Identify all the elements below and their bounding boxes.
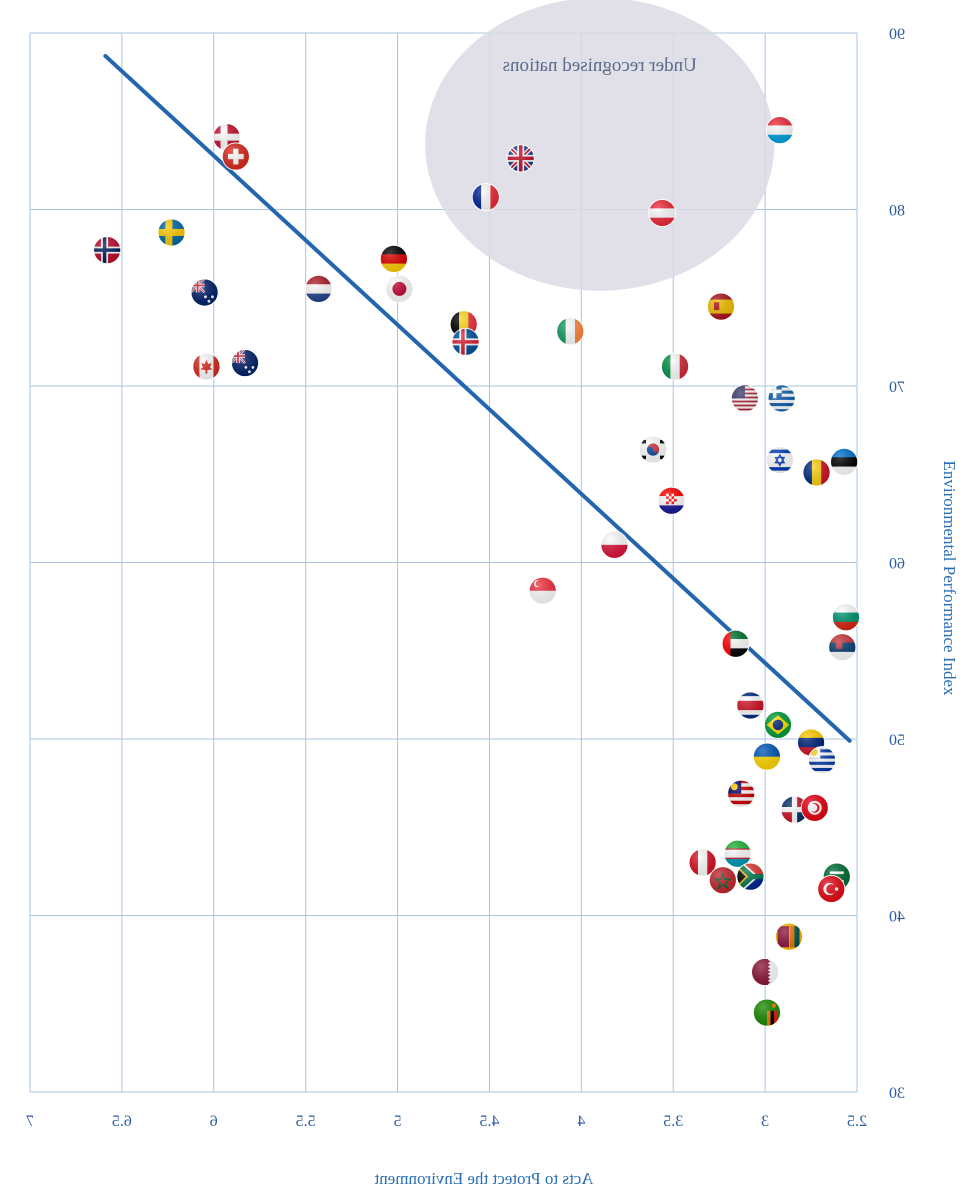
flag-point-brazil — [763, 710, 792, 739]
y-tick-label: 50 — [889, 732, 905, 749]
x-tick-label: 4.5 — [479, 1113, 499, 1130]
x-tick-label: 7 — [26, 1113, 34, 1130]
flag-point-morocco — [708, 866, 737, 895]
y-tick-label: 90 — [889, 26, 905, 43]
annotation-label: Under recognised nations — [503, 55, 697, 76]
flag-point-estonia — [830, 447, 859, 476]
flag-point-sweden — [157, 218, 186, 247]
data-points — [93, 116, 860, 1027]
flag-point-ukraine — [752, 742, 781, 771]
grid — [29, 32, 858, 1093]
annotation-ellipse — [425, 0, 775, 291]
x-tick-label: 6.5 — [112, 1113, 132, 1130]
flag-point-sri-lanka — [775, 922, 804, 951]
flag-point-spain — [707, 292, 736, 321]
x-tick-label: 5 — [394, 1113, 402, 1130]
flag-point-serbia — [828, 633, 857, 662]
flag-point-costa-rica — [736, 691, 765, 720]
flag-point-united-kingdom — [506, 144, 535, 173]
flag-point-austria — [648, 199, 677, 228]
y-tick-label: 40 — [889, 909, 905, 926]
flag-point-italy — [661, 352, 690, 381]
flag-point-switzerland — [221, 142, 250, 171]
flag-point-singapore — [528, 576, 557, 605]
flag-point-new-zealand — [231, 349, 260, 378]
flag-point-canada — [192, 352, 221, 381]
tick-labels: 2.5 3 3.5 4 4.5 5 5.5 6 6.5 7 30 40 50 60 70 80 90 — [26, 26, 905, 1130]
flag-point-croatia — [657, 486, 686, 515]
flag-point-poland — [600, 530, 629, 559]
y-tick-label: 80 — [889, 203, 905, 220]
flag-point-tunisia — [800, 793, 829, 822]
flag-point-netherlands — [304, 274, 333, 303]
y-axis-label: Environmental Performance Index — [940, 460, 959, 696]
flag-point-united-states — [730, 384, 759, 413]
flag-point-greece — [767, 384, 796, 413]
annotation-group: Under recognised nations — [425, 0, 775, 291]
flag-point-romania — [802, 458, 831, 487]
flag-point-japan — [385, 274, 414, 303]
flag-point-israel — [765, 446, 794, 475]
flag-point-ireland — [556, 317, 585, 346]
flag-point-uruguay — [808, 746, 837, 775]
trend-line-group — [103, 53, 852, 743]
flag-point-uzbekistan — [723, 839, 752, 868]
y-tick-label: 70 — [889, 379, 905, 396]
flag-point-united-arab-emirates — [721, 629, 750, 658]
flag-point-south-korea — [639, 435, 668, 464]
flag-point-dominican-republic — [780, 795, 809, 824]
flag-point-turkey — [817, 875, 846, 904]
flag-point-iceland — [451, 327, 480, 356]
trend-line — [103, 53, 852, 743]
flag-point-malaysia — [727, 779, 756, 808]
flag-point-bulgaria — [831, 603, 860, 632]
x-tick-label: 4 — [577, 1113, 585, 1130]
flag-point-france — [471, 183, 500, 212]
x-tick-label: 3.5 — [663, 1113, 683, 1130]
x-axis-label: Acts to Protect the Environment — [374, 1169, 593, 1188]
flag-point-luxembourg — [765, 116, 794, 145]
flag-point-australia — [190, 278, 219, 307]
flag-point-south-africa — [736, 862, 765, 891]
y-tick-label: 30 — [889, 1085, 905, 1102]
x-tick-label: 5.5 — [296, 1113, 316, 1130]
flag-point-qatar — [751, 957, 780, 986]
x-tick-label: 6 — [210, 1113, 218, 1130]
flag-point-norway — [93, 236, 122, 265]
x-tick-label: 2.5 — [847, 1113, 867, 1130]
y-tick-label: 60 — [889, 556, 905, 573]
flag-point-zambia — [752, 998, 781, 1027]
flag-point-peru — [688, 848, 717, 877]
x-tick-label: 3 — [761, 1113, 769, 1130]
flag-point-germany — [379, 244, 408, 273]
